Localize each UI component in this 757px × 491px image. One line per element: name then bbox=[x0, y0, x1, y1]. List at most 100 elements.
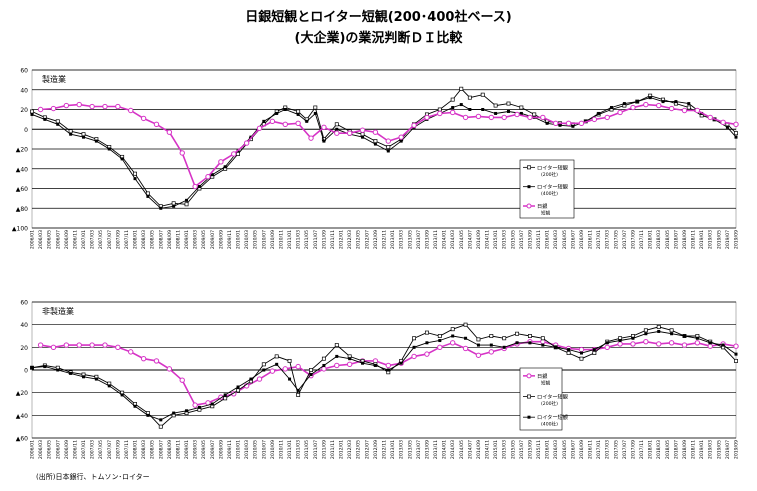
point-reuters400 bbox=[361, 361, 365, 365]
point-reuters200 bbox=[184, 202, 189, 207]
x-tick-label: 2010/11 bbox=[278, 230, 284, 249]
x-tick-label: 2014/07 bbox=[467, 230, 473, 249]
point-reuters400 bbox=[69, 371, 73, 375]
x-tick-label: 2008/03 bbox=[141, 230, 147, 249]
point-reuters400 bbox=[275, 111, 279, 115]
x-tick-label: 2019/09 bbox=[734, 230, 740, 249]
point-reuters200 bbox=[158, 424, 163, 429]
point-reuters400 bbox=[558, 123, 562, 127]
x-tick-label: 2012/05 bbox=[356, 230, 362, 249]
point-reuters200 bbox=[424, 330, 429, 335]
x-tick-label: 2017/03 bbox=[605, 230, 611, 249]
x-tick-label: 2010/05 bbox=[253, 230, 259, 249]
point-reuters400 bbox=[451, 106, 455, 110]
x-tick-label: 2008/11 bbox=[175, 230, 181, 249]
x-tick-label: 2007/03 bbox=[90, 230, 96, 249]
x-tick-label: 2011/03 bbox=[296, 440, 302, 459]
point-boj bbox=[449, 109, 456, 116]
x-tick-label: 2013/03 bbox=[399, 230, 405, 249]
series-line-reuters200 bbox=[31, 324, 737, 428]
x-tick-label: 2013/05 bbox=[407, 440, 413, 459]
chart-subtitle: (大企業)の業況判断ＤＩ比較 bbox=[294, 31, 463, 46]
point-reuters400 bbox=[695, 336, 699, 340]
x-tick-label: 2006/11 bbox=[72, 440, 78, 459]
x-tick-label: 2010/01 bbox=[236, 230, 242, 249]
point-reuters200 bbox=[334, 122, 339, 127]
x-tick-label: 2015/09 bbox=[527, 440, 533, 459]
point-boj bbox=[140, 355, 147, 362]
x-tick-label: 2019/05 bbox=[716, 230, 722, 249]
x-tick-label: 2016/11 bbox=[588, 440, 594, 459]
x-tick-label: 2018/09 bbox=[682, 230, 688, 249]
x-tick-label: 2006/09 bbox=[64, 440, 70, 459]
x-tick-label: 2010/09 bbox=[270, 440, 276, 459]
legend-sublabel-reuters200: (200社) bbox=[541, 171, 558, 178]
point-reuters400 bbox=[30, 112, 34, 116]
x-tick-label: 2019/05 bbox=[716, 440, 722, 459]
x-tick-label: 2018/01 bbox=[648, 440, 654, 459]
point-reuters400 bbox=[506, 109, 510, 113]
point-reuters400 bbox=[399, 361, 403, 365]
x-tick-label: 2018/03 bbox=[656, 230, 662, 249]
point-boj bbox=[166, 366, 173, 372]
point-reuters400 bbox=[262, 119, 266, 123]
point-boj bbox=[218, 159, 224, 165]
x-tick-label: 2019/03 bbox=[708, 440, 714, 459]
point-boj bbox=[514, 111, 520, 118]
x-tick-label: 2014/11 bbox=[485, 440, 491, 459]
x-tick-label: 2015/05 bbox=[510, 440, 516, 459]
point-reuters400 bbox=[210, 173, 214, 177]
x-tick-label: 2015/01 bbox=[493, 230, 499, 249]
point-reuters200 bbox=[296, 109, 301, 114]
point-boj bbox=[694, 340, 701, 346]
point-reuters400 bbox=[519, 111, 523, 115]
point-boj bbox=[140, 115, 147, 122]
point-boj bbox=[295, 363, 301, 370]
point-boj bbox=[578, 120, 585, 127]
point-boj bbox=[102, 342, 108, 348]
point-reuters200 bbox=[133, 171, 137, 176]
point-reuters200 bbox=[274, 354, 279, 359]
point-reuters400 bbox=[236, 385, 240, 389]
series-line-reuters400 bbox=[31, 97, 737, 209]
x-tick-label: 2014/03 bbox=[450, 230, 456, 249]
point-reuters200 bbox=[171, 201, 176, 206]
point-reuters400 bbox=[322, 363, 326, 367]
x-tick-label: 2016/09 bbox=[579, 440, 585, 459]
point-reuters400 bbox=[386, 149, 390, 153]
point-reuters200 bbox=[489, 334, 494, 338]
point-reuters400 bbox=[592, 348, 596, 352]
point-reuters400 bbox=[721, 343, 725, 347]
point-reuters200 bbox=[467, 95, 472, 100]
x-tick-label: 2017/05 bbox=[613, 440, 619, 459]
point-reuters400 bbox=[94, 139, 98, 143]
point-reuters400 bbox=[43, 365, 47, 369]
chart-title: 日銀短観とロイター短観(200･400社ベース) bbox=[245, 10, 512, 25]
legend-marker-reuters400 bbox=[527, 415, 531, 419]
point-reuters200 bbox=[309, 368, 313, 372]
point-reuters400 bbox=[133, 177, 137, 181]
y-tick-label: 0 bbox=[24, 368, 28, 375]
x-tick-label: 2006/05 bbox=[47, 230, 53, 249]
y-tick-label: 60 bbox=[20, 68, 28, 75]
manufacturing-chart: 60 40 20 0 ▲20 ▲40 ▲60 ▲80 ▲100 製造業 2006/01 2006/03… bbox=[12, 68, 740, 250]
y-tick-label: 20 bbox=[20, 345, 28, 352]
x-tick-label: 2017/09 bbox=[630, 230, 636, 249]
x-tick-label: 2012/09 bbox=[373, 440, 379, 459]
point-boj bbox=[115, 103, 121, 110]
point-reuters400 bbox=[172, 411, 176, 415]
point-reuters400 bbox=[494, 111, 498, 115]
x-tick-label: 2006/05 bbox=[47, 440, 53, 459]
x-tick-label: 2010/09 bbox=[270, 230, 276, 249]
x-tick-label: 2016/07 bbox=[570, 440, 576, 459]
point-reuters400 bbox=[579, 351, 583, 355]
x-tick-label: 2015/07 bbox=[519, 230, 525, 249]
point-reuters200 bbox=[386, 145, 391, 149]
point-reuters400 bbox=[288, 377, 292, 381]
point-boj bbox=[295, 120, 301, 127]
x-tick-label: 2008/07 bbox=[158, 440, 164, 459]
x-tick-label: 2014/05 bbox=[459, 440, 465, 459]
point-boj bbox=[656, 102, 662, 109]
point-reuters400 bbox=[309, 373, 313, 377]
point-boj bbox=[372, 129, 379, 135]
